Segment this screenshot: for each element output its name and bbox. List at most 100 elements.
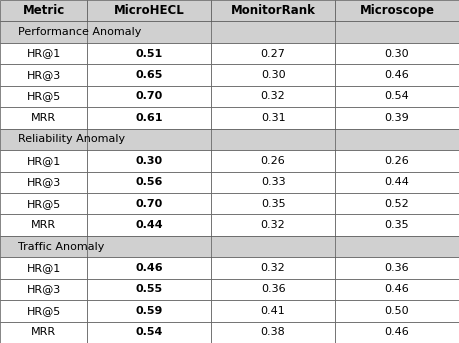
Bar bbox=[211, 86, 335, 107]
Bar bbox=[211, 322, 335, 343]
Text: 0.35: 0.35 bbox=[385, 220, 409, 230]
Text: Reliability Anomaly: Reliability Anomaly bbox=[18, 134, 125, 144]
Bar bbox=[211, 279, 335, 300]
Text: HR@1: HR@1 bbox=[27, 263, 61, 273]
Bar bbox=[335, 257, 459, 279]
Bar bbox=[0, 279, 87, 300]
Text: 0.32: 0.32 bbox=[261, 220, 285, 230]
Bar bbox=[211, 257, 335, 279]
Bar bbox=[87, 322, 211, 343]
Text: HR@1: HR@1 bbox=[27, 49, 61, 59]
Bar bbox=[0, 257, 87, 279]
Text: 0.39: 0.39 bbox=[385, 113, 409, 123]
Text: HR@1: HR@1 bbox=[27, 156, 61, 166]
Bar bbox=[0, 107, 87, 129]
Text: 0.30: 0.30 bbox=[261, 70, 285, 80]
Text: 0.32: 0.32 bbox=[261, 92, 285, 102]
Bar bbox=[0, 172, 87, 193]
Text: 0.38: 0.38 bbox=[261, 327, 285, 337]
Bar bbox=[0, 64, 87, 86]
Text: MRR: MRR bbox=[31, 220, 56, 230]
Bar bbox=[0, 300, 87, 322]
Bar bbox=[335, 64, 459, 86]
Text: 0.70: 0.70 bbox=[135, 199, 163, 209]
Bar bbox=[335, 322, 459, 343]
Text: 0.31: 0.31 bbox=[261, 113, 285, 123]
Bar bbox=[0, 150, 87, 172]
Text: 0.30: 0.30 bbox=[135, 156, 163, 166]
Bar bbox=[335, 150, 459, 172]
Text: 0.70: 0.70 bbox=[135, 92, 163, 102]
Text: 0.61: 0.61 bbox=[135, 113, 163, 123]
Bar bbox=[87, 279, 211, 300]
Text: 0.36: 0.36 bbox=[385, 263, 409, 273]
Text: 0.33: 0.33 bbox=[261, 177, 285, 187]
Text: 0.35: 0.35 bbox=[261, 199, 285, 209]
Bar bbox=[211, 107, 335, 129]
Text: 0.46: 0.46 bbox=[385, 327, 409, 337]
Text: HR@3: HR@3 bbox=[27, 284, 61, 294]
Text: 0.54: 0.54 bbox=[385, 92, 409, 102]
Bar bbox=[0, 21, 459, 43]
Text: 0.59: 0.59 bbox=[135, 306, 163, 316]
Bar bbox=[335, 0, 459, 21]
Bar bbox=[87, 43, 211, 64]
Text: 0.26: 0.26 bbox=[385, 156, 409, 166]
Text: 0.44: 0.44 bbox=[385, 177, 409, 187]
Bar bbox=[0, 86, 87, 107]
Text: 0.44: 0.44 bbox=[135, 220, 163, 230]
Bar bbox=[335, 43, 459, 64]
Bar bbox=[335, 172, 459, 193]
Bar bbox=[87, 172, 211, 193]
Text: Performance Anomaly: Performance Anomaly bbox=[18, 27, 141, 37]
Bar bbox=[87, 86, 211, 107]
Text: 0.26: 0.26 bbox=[261, 156, 285, 166]
Bar bbox=[211, 64, 335, 86]
Text: HR@3: HR@3 bbox=[27, 70, 61, 80]
Bar bbox=[87, 214, 211, 236]
Bar bbox=[335, 193, 459, 214]
Bar bbox=[335, 300, 459, 322]
Bar bbox=[87, 107, 211, 129]
Bar bbox=[335, 279, 459, 300]
Bar bbox=[211, 214, 335, 236]
Text: 0.51: 0.51 bbox=[135, 49, 163, 59]
Bar bbox=[0, 129, 459, 150]
Bar bbox=[335, 214, 459, 236]
Text: HR@5: HR@5 bbox=[27, 306, 61, 316]
Text: 0.32: 0.32 bbox=[261, 263, 285, 273]
Bar bbox=[211, 150, 335, 172]
Text: HR@3: HR@3 bbox=[27, 177, 61, 187]
Bar bbox=[87, 300, 211, 322]
Bar bbox=[0, 0, 87, 21]
Text: Metric: Metric bbox=[22, 4, 65, 17]
Text: Microscope: Microscope bbox=[359, 4, 435, 17]
Text: 0.46: 0.46 bbox=[135, 263, 163, 273]
Bar bbox=[87, 64, 211, 86]
Text: 0.41: 0.41 bbox=[261, 306, 285, 316]
Text: 0.27: 0.27 bbox=[261, 49, 285, 59]
Text: 0.46: 0.46 bbox=[385, 284, 409, 294]
Bar bbox=[87, 257, 211, 279]
Text: 0.55: 0.55 bbox=[135, 284, 163, 294]
Bar bbox=[87, 0, 211, 21]
Text: 0.65: 0.65 bbox=[135, 70, 163, 80]
Text: 0.52: 0.52 bbox=[385, 199, 409, 209]
Bar bbox=[0, 322, 87, 343]
Text: MRR: MRR bbox=[31, 113, 56, 123]
Text: MonitorRank: MonitorRank bbox=[231, 4, 315, 17]
Bar bbox=[211, 172, 335, 193]
Bar bbox=[211, 300, 335, 322]
Text: MRR: MRR bbox=[31, 327, 56, 337]
Text: 0.46: 0.46 bbox=[385, 70, 409, 80]
Bar bbox=[211, 193, 335, 214]
Text: 0.56: 0.56 bbox=[135, 177, 163, 187]
Text: 0.30: 0.30 bbox=[385, 49, 409, 59]
Bar bbox=[0, 214, 87, 236]
Bar bbox=[335, 107, 459, 129]
Text: 0.36: 0.36 bbox=[261, 284, 285, 294]
Bar bbox=[0, 43, 87, 64]
Bar bbox=[0, 193, 87, 214]
Text: 0.50: 0.50 bbox=[385, 306, 409, 316]
Bar bbox=[87, 193, 211, 214]
